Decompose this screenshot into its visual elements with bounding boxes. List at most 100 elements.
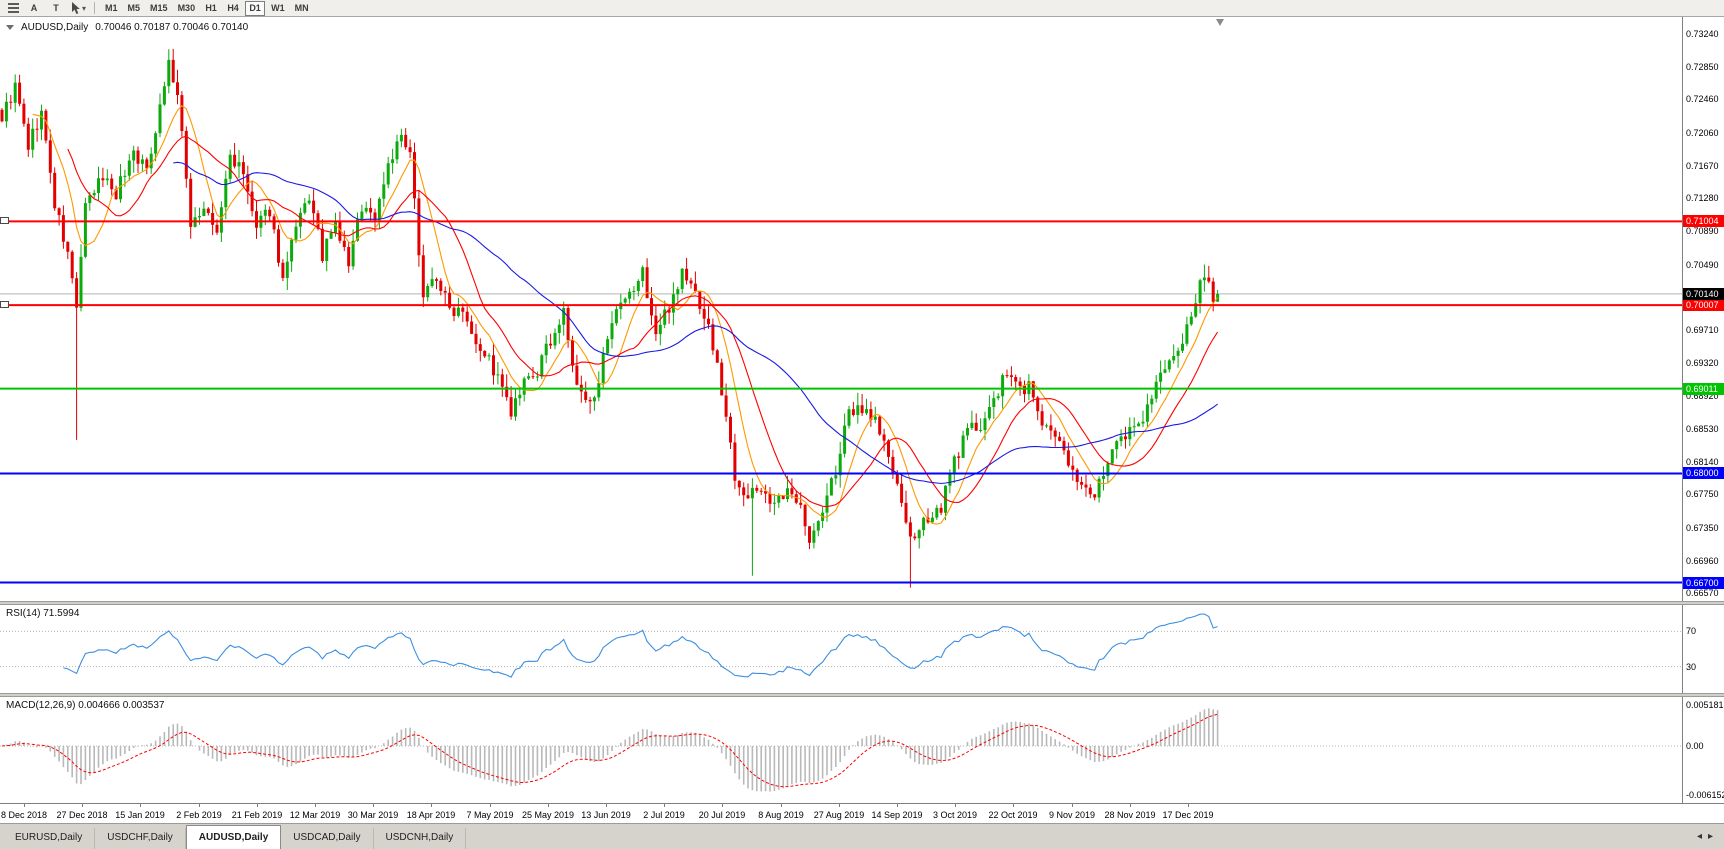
price-axis-label: 0.72460 [1686, 94, 1719, 104]
time-axis[interactable]: 8 Dec 2018 27 Dec 2018 15 Jan 2019 2 Feb 20… [0, 803, 1724, 823]
price-axis-label: 0.68530 [1686, 424, 1719, 434]
text-button[interactable]: T [46, 1, 66, 16]
timeframe-button-w1[interactable]: W1 [267, 1, 289, 16]
quick-trade-icon[interactable] [6, 25, 14, 30]
chart-shift-marker[interactable] [1216, 19, 1224, 26]
time-tick [839, 804, 840, 807]
time-tick [373, 804, 374, 807]
date-label: 17 Dec 2019 [1162, 810, 1214, 820]
tab-scroll-group: ◂ ▸ [1689, 824, 1721, 849]
macd-label: MACD(12,26,9) 0.004666 0.003537 [6, 700, 165, 711]
level-drag-handle[interactable] [0, 301, 9, 308]
tab-audusd[interactable]: AUDUSD,Daily [185, 825, 282, 849]
macd-axis[interactable]: 0.005181 0.00 -0.006152 [1682, 697, 1724, 803]
rsi-line [63, 613, 1218, 678]
date-label: 27 Aug 2019 [813, 810, 865, 820]
toolbar-separator [94, 2, 96, 14]
date-label: 28 Nov 2019 [1104, 810, 1156, 820]
cursor-icon[interactable]: ▾ [68, 1, 88, 15]
ma-8-line [32, 104, 1219, 525]
timeframe-button-h4[interactable]: H4 [223, 1, 243, 16]
time-tick [781, 804, 782, 807]
price-axis-label: 0.73240 [1686, 29, 1719, 39]
time-tick [664, 804, 665, 807]
tab-usdcad[interactable]: USDCAD,Daily [281, 828, 374, 849]
price-axis-label: 0.72060 [1686, 128, 1719, 138]
level-drag-handle[interactable] [0, 217, 9, 224]
price-axis-label: 0.71280 [1686, 193, 1719, 203]
timeframe-button-h1[interactable]: H1 [201, 1, 221, 16]
price-axis-label: 0.71670 [1686, 161, 1719, 171]
chart-symbol-period: AUDUSD,Daily [21, 22, 89, 33]
level-price-badge: 0.66700 [1683, 577, 1724, 589]
time-tick [82, 804, 83, 807]
timeframe-button-m30[interactable]: M30 [174, 1, 200, 16]
time-tick [24, 804, 25, 807]
price-axis-label: 0.69320 [1686, 358, 1719, 368]
date-label: 27 Dec 2018 [56, 810, 108, 820]
chart-ohlc-values: 0.70046 0.70187 0.70046 0.70140 [95, 22, 249, 33]
rsi-chart[interactable] [0, 605, 1682, 693]
time-tick [1072, 804, 1073, 807]
candlestick-chart[interactable] [0, 17, 1682, 601]
macd-axis-label: -0.006152 [1686, 790, 1724, 800]
rsi-axis-label: 30 [1686, 662, 1697, 672]
level-price-badge: 0.70007 [1683, 299, 1724, 311]
panel-divider[interactable] [0, 693, 1724, 697]
macd-chart[interactable] [0, 697, 1682, 803]
timeframe-button-d1[interactable]: D1 [245, 0, 266, 16]
tab-usdcnh[interactable]: USDCNH,Daily [374, 828, 467, 849]
time-tick [1013, 804, 1014, 807]
cursor-arrow-icon [72, 1, 80, 14]
date-label: 7 May 2019 [466, 810, 514, 820]
price-axis[interactable]: 0.73240 0.72850 0.72460 0.72060 0.71670 0.712… [1682, 17, 1724, 601]
date-label: 21 Feb 2019 [231, 810, 283, 820]
date-label: 14 Sep 2019 [871, 810, 923, 820]
level-price-badge: 0.71004 [1683, 215, 1724, 227]
price-axis-label: 0.68140 [1686, 457, 1719, 467]
price-axis-label: 0.69710 [1686, 325, 1719, 335]
current-price-badge: 0.70140 [1683, 288, 1724, 300]
level-price-badge: 0.68000 [1683, 467, 1724, 479]
date-label: 25 May 2019 [521, 810, 575, 820]
tab-usdchf[interactable]: USDCHF,Daily [95, 828, 186, 849]
date-label: 30 Mar 2019 [347, 810, 399, 820]
time-tick [722, 804, 723, 807]
chart-tab-bar: EURUSD,Daily USDCHF,Daily AUDUSD,Daily USDC… [0, 823, 1724, 849]
annotations-button[interactable]: A [24, 1, 44, 16]
time-tick [897, 804, 898, 807]
macd-signal-line [1, 713, 1218, 788]
chevron-down-icon[interactable]: ▾ [82, 3, 87, 13]
price-axis-label: 0.67350 [1686, 523, 1719, 533]
timeframe-button-m1[interactable]: M1 [101, 1, 122, 16]
panel-divider[interactable] [0, 601, 1724, 605]
timeframe-button-m15[interactable]: M15 [146, 1, 172, 16]
rsi-panel: RSI(14) 71.5994 [0, 605, 1682, 693]
bull-candle-wicks [5, 49, 1219, 576]
tab-eurusd[interactable]: EURUSD,Daily [3, 828, 96, 849]
timeframe-button-mn[interactable]: MN [291, 1, 313, 16]
level-price-badge: 0.69011 [1683, 383, 1724, 395]
toolbar: A T ▾ M1 M5 M15 M30 H1 H4 D1 W1 MN [0, 0, 1724, 17]
bear-candle-wicks [1, 48, 1214, 588]
rsi-axis[interactable]: 70 30 [1682, 605, 1724, 693]
ma-40-line [173, 161, 1218, 485]
time-tick [1188, 804, 1189, 807]
price-axis-label: 0.72850 [1686, 62, 1719, 72]
time-tick [955, 804, 956, 807]
timeframe-button-m5[interactable]: M5 [124, 1, 145, 16]
ma-16-line [67, 135, 1219, 508]
bear-candle-bodies [0, 59, 1215, 543]
time-tick [315, 804, 316, 807]
menu-icon[interactable] [5, 1, 22, 15]
date-label: 18 Apr 2019 [406, 810, 456, 820]
time-tick [140, 804, 141, 807]
date-label: 2 Jul 2019 [643, 810, 685, 820]
date-label: 13 Jun 2019 [581, 810, 631, 820]
macd-histogram [5, 708, 1219, 792]
date-label: 2 Feb 2019 [176, 810, 222, 820]
bull-candle-bodies [4, 59, 1220, 543]
tab-scroll-left-icon[interactable]: ◂ [1696, 831, 1702, 842]
date-label: 15 Jan 2019 [115, 810, 165, 820]
tab-scroll-right-icon[interactable]: ▸ [1707, 831, 1713, 842]
